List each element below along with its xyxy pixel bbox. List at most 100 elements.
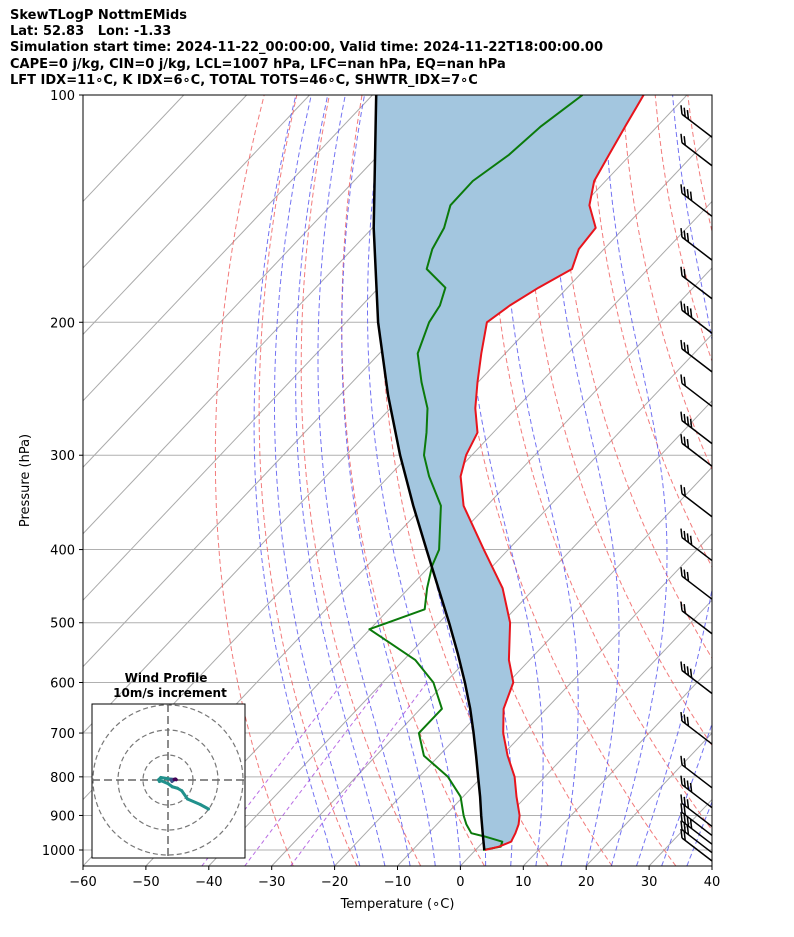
wind-barb bbox=[680, 266, 713, 300]
hodograph-title: Wind Profile bbox=[125, 671, 208, 685]
wind-barb bbox=[680, 794, 713, 828]
dry-adiabat bbox=[786, 95, 794, 866]
y-tick-label: 500 bbox=[50, 617, 75, 632]
temperature-line bbox=[459, 95, 645, 851]
y-axis-label: Pressure (hPa) bbox=[18, 434, 33, 527]
wind-barb bbox=[680, 803, 713, 837]
wind-barb bbox=[680, 528, 713, 562]
dry-adiabat bbox=[589, 95, 712, 569]
x-tick-label: 20 bbox=[578, 875, 595, 890]
isotherm-line bbox=[145, 267, 712, 866]
wind-barb bbox=[680, 133, 713, 167]
wind-barb bbox=[680, 711, 713, 745]
isotherm-line bbox=[711, 865, 712, 866]
wind-barb bbox=[680, 411, 713, 445]
x-axis-label: Temperature (∘C) bbox=[340, 897, 455, 912]
chart-title-line-4: CAPE=0 j/kg, CIN=0 j/kg, LCL=1007 hPa, L… bbox=[10, 57, 506, 72]
mixing-ratio-line bbox=[290, 682, 428, 866]
parcel-line bbox=[372, 95, 486, 851]
dry-adiabat bbox=[258, 95, 358, 866]
x-tick-label: 10 bbox=[515, 875, 532, 890]
dry-adiabat bbox=[753, 95, 794, 866]
y-tick-label: 400 bbox=[50, 544, 75, 559]
moist-adiabat bbox=[274, 95, 361, 866]
y-tick-label: 600 bbox=[50, 677, 75, 692]
dry-adiabat bbox=[380, 95, 549, 866]
moist-adiabat bbox=[317, 95, 411, 866]
wind-barb bbox=[680, 775, 713, 809]
moist-adiabat bbox=[462, 95, 544, 866]
moist-adiabat bbox=[711, 864, 712, 866]
mixing-ratio-line bbox=[244, 682, 384, 866]
moist-adiabat bbox=[341, 95, 436, 866]
hodograph-subtitle: 10m/s increment bbox=[113, 686, 227, 700]
y-tick-label: 100 bbox=[50, 89, 75, 104]
isotherm-line bbox=[775, 95, 794, 866]
x-tick-label: −40 bbox=[195, 875, 222, 890]
chart-title-line-2: Lat: 52.83 Lon: -1.33 bbox=[10, 24, 172, 39]
isotherm-line bbox=[83, 95, 248, 269]
isotherm-line bbox=[460, 599, 712, 866]
moist-adiabat bbox=[604, 95, 668, 866]
moist-adiabat bbox=[295, 95, 386, 866]
wind-barb bbox=[680, 301, 713, 334]
wind-barb bbox=[680, 228, 713, 261]
isotherm-line bbox=[83, 95, 373, 402]
y-tick-label: 800 bbox=[50, 771, 75, 786]
dry-adiabat bbox=[214, 95, 294, 866]
dry-adiabat bbox=[341, 95, 485, 866]
wind-barb bbox=[680, 105, 713, 138]
isotherm-line bbox=[208, 333, 712, 866]
chart-title-line-5: LFT IDX=11∘C, K IDX=6∘C, TOTAL TOTS=46∘C… bbox=[10, 73, 478, 88]
y-tick-label: 700 bbox=[50, 727, 75, 742]
wind-barb bbox=[680, 828, 713, 862]
isotherm-line bbox=[271, 400, 712, 866]
moist-adiabat bbox=[253, 95, 336, 866]
x-tick-label: −20 bbox=[321, 875, 348, 890]
isotherm-line bbox=[83, 95, 436, 468]
y-tick-label: 300 bbox=[50, 449, 75, 464]
isotherm-line bbox=[397, 532, 712, 866]
wind-barb bbox=[680, 661, 713, 695]
y-tick-label: 200 bbox=[50, 316, 75, 331]
x-tick-label: −30 bbox=[258, 875, 285, 890]
axes: −60 −50 −40 −30 −20 −10 0 10 20 30 40 1000 900 800 700… bbox=[18, 89, 720, 912]
dewpoint-line bbox=[368, 95, 584, 851]
isotherm-line bbox=[83, 95, 310, 336]
moist-adiabat bbox=[549, 95, 620, 866]
hodograph-segment bbox=[198, 803, 210, 811]
dry-adiabat bbox=[300, 95, 422, 866]
moist-adiabat bbox=[502, 95, 579, 866]
profile-lines bbox=[368, 95, 645, 851]
chart-title-line-3: Simulation start time: 2024-11-22_00:00:… bbox=[10, 40, 603, 55]
y-tick-label: 900 bbox=[50, 809, 75, 824]
wind-barb bbox=[680, 339, 713, 373]
wind-barb bbox=[680, 567, 713, 600]
wind-barb bbox=[680, 820, 713, 854]
dry-adiabat bbox=[489, 95, 712, 831]
x-tick-label: −10 bbox=[384, 875, 411, 890]
wind-barb bbox=[680, 812, 713, 845]
wind-barb bbox=[680, 755, 713, 789]
wind-barbs bbox=[680, 105, 713, 862]
hodograph-segment bbox=[180, 789, 189, 801]
x-tick-label: 30 bbox=[641, 875, 658, 890]
wind-barb bbox=[680, 484, 713, 518]
x-tick-label: −50 bbox=[132, 875, 159, 890]
moist-adiabat bbox=[686, 800, 712, 866]
x-tick-label: 0 bbox=[456, 875, 464, 890]
dry-adiabat bbox=[523, 95, 712, 747]
x-tick-label: −60 bbox=[69, 875, 96, 890]
wind-barb bbox=[680, 601, 713, 635]
wind-barb bbox=[680, 184, 713, 217]
hodograph-segment bbox=[186, 797, 202, 806]
isotherm-line bbox=[334, 466, 712, 866]
chart-title-line-1: SkewTLogP NottmEMids bbox=[10, 8, 188, 23]
dry-adiabat bbox=[720, 95, 794, 866]
y-tick-label: 1000 bbox=[42, 844, 75, 859]
moist-adiabat bbox=[636, 95, 712, 866]
wind-barb bbox=[680, 374, 713, 408]
wind-barb bbox=[680, 434, 713, 467]
